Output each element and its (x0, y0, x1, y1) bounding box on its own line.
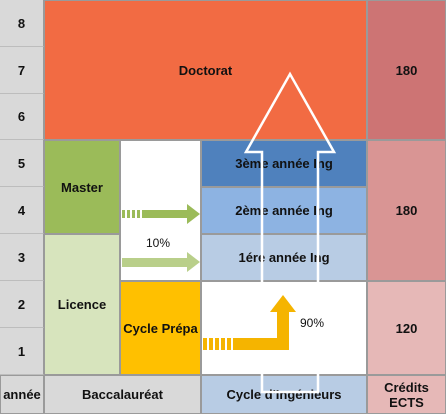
ing-year-2-block: 2ème année Ing (201, 187, 367, 234)
footer-credits-ects: Crédits ECTS (367, 375, 446, 414)
footer-baccalaureat: Baccalauréat (44, 375, 201, 414)
percent-prepa-to-ing: 90% (300, 316, 325, 330)
year-6: 6 (0, 94, 44, 140)
master-block: Master (44, 140, 120, 234)
year-5: 5 (0, 140, 44, 187)
licence-block: Licence (44, 234, 120, 375)
doctorat-block: Doctorat (44, 0, 367, 140)
footer-cycle-ingenieurs: Cycle d'Ingénieurs (201, 375, 367, 414)
credits-licence-prepa: 120 (367, 281, 446, 375)
ing-empty-area (201, 281, 367, 375)
credits-master-ingenieur: 180 (367, 140, 446, 281)
cycle-prepa-block: Cycle Prépa (120, 281, 201, 375)
year-4: 4 (0, 187, 44, 234)
year-2: 2 (0, 281, 44, 328)
transition-area (120, 140, 201, 281)
percent-licence-to-ing: 10% (146, 236, 171, 250)
ing-year-1-block: 1ére année Ing (201, 234, 367, 281)
year-8: 8 (0, 0, 44, 47)
footer-year-label: année (0, 375, 44, 414)
year-7: 7 (0, 47, 44, 94)
year-3: 3 (0, 234, 44, 281)
year-1: 1 (0, 328, 44, 375)
credits-doctorat: 180 (367, 0, 446, 140)
ing-year-3-block: 3ème année Ing (201, 140, 367, 187)
